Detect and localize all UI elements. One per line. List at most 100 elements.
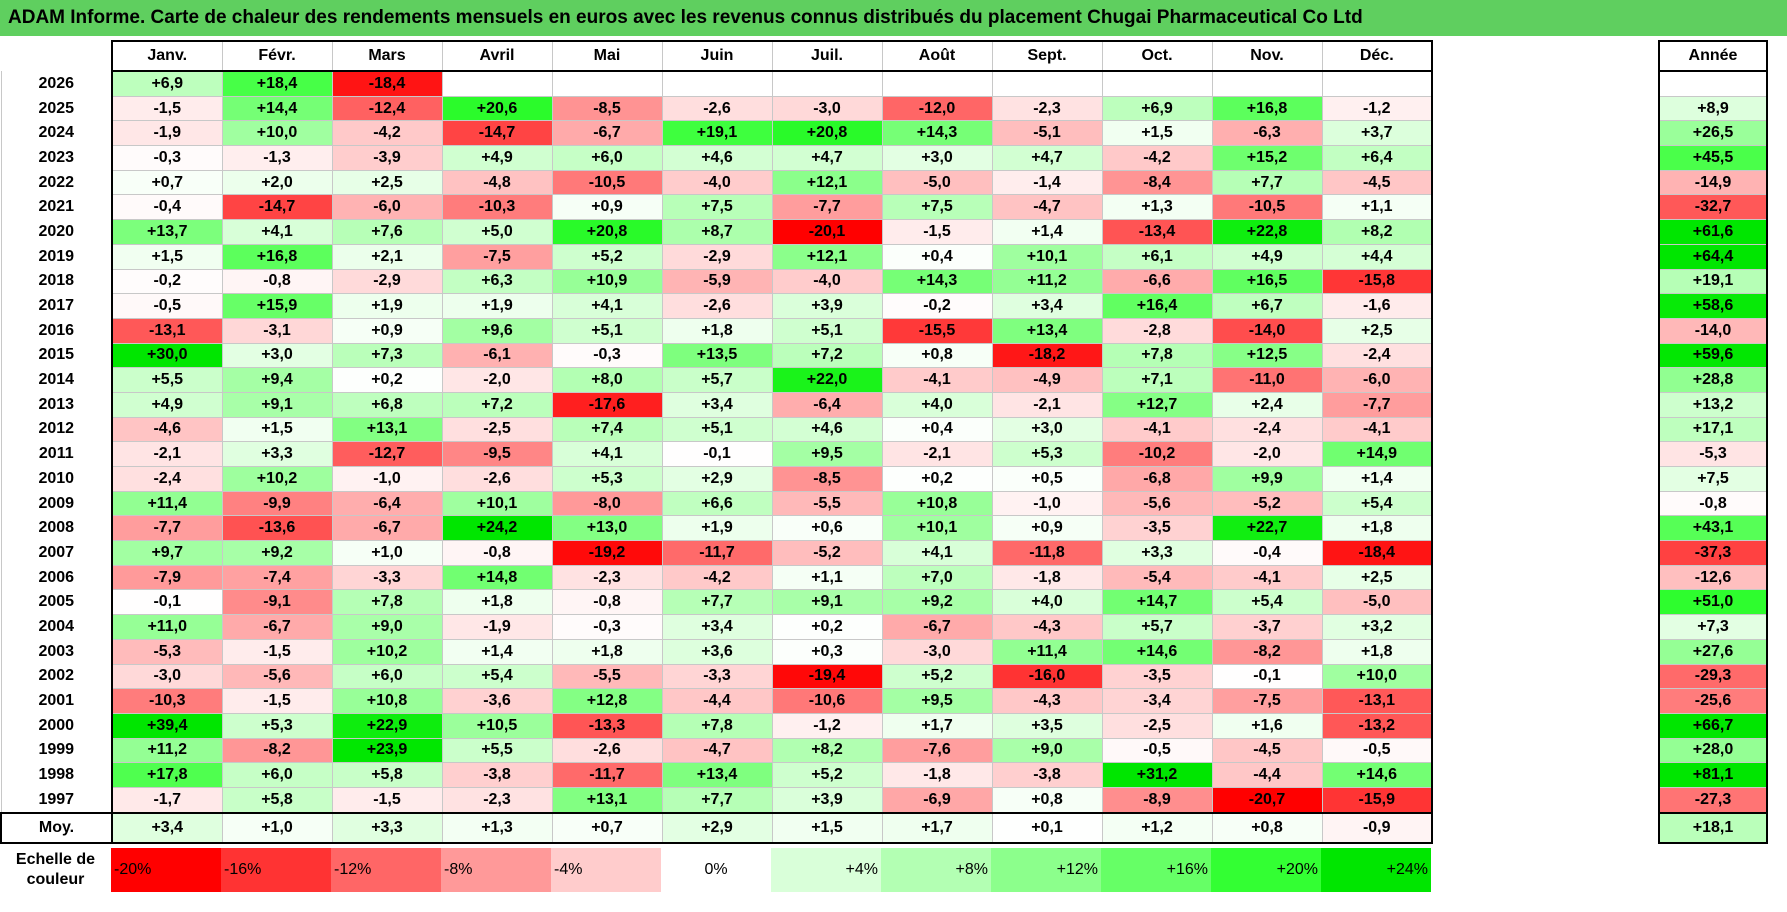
heatmap-cell: +0,2 [881, 466, 993, 492]
heatmap-cell: -2,6 [661, 293, 773, 319]
heatmap-cell: -2,4 [1321, 342, 1433, 369]
heatmap-cell: -2,0 [1211, 441, 1323, 467]
heatmap-cell: +14,6 [1101, 638, 1213, 665]
heatmap-cell: -3,6 [441, 688, 553, 714]
heatmap-cell: -4,7 [991, 194, 1103, 221]
heatmap-cell: +13,1 [551, 786, 663, 814]
heatmap-cell: -11,7 [551, 762, 663, 788]
heatmap-cell: +5,2 [771, 762, 883, 788]
heatmap-cell: -6,0 [331, 194, 443, 221]
heatmap-cell: -2,5 [1101, 712, 1213, 739]
heatmap-cell: +10,1 [441, 490, 553, 517]
heatmap-cell: -6,6 [1101, 268, 1213, 295]
year-row: 2022 +0,7 +2,0 +2,5 -4,8 -10,5 -4,0 +12,1 -5,0 -1… [0, 169, 1433, 196]
heatmap-cell: +6,4 [1321, 145, 1433, 171]
heatmap-cell: -5,3 [111, 638, 223, 665]
heatmap-cell: +9,9 [1211, 466, 1323, 492]
heatmap-cell: +11,2 [111, 737, 223, 764]
heatmap-cell: +6,0 [551, 145, 663, 171]
year-row: 2020 +13,7 +4,1 +7,6 +5,0 +20,8 +8,7 -20,1 -1,5 +… [0, 219, 1433, 245]
heatmap-cell: -5,1 [991, 120, 1103, 147]
heatmap-cell: -3,9 [331, 145, 443, 171]
heatmap-cell: +2,4 [1211, 391, 1323, 418]
year-row: 2019 +1,5 +16,8 +2,1 -7,5 +5,2 -2,9 +12,1 +0,4 +1… [0, 243, 1433, 270]
year-row: 2018 -0,2 -0,8 -2,9 +6,3 +10,9 -5,9 -4,0 +14,3 +1… [0, 268, 1433, 295]
heatmap-cell: +11,2 [991, 268, 1103, 295]
heatmap-cell: +5,8 [331, 762, 443, 788]
heatmap-cell: -10,5 [551, 169, 663, 196]
heatmap-cell: -0,1 [661, 441, 773, 467]
heatmap-cell: +0,6 [771, 515, 883, 542]
heatmap-cell: -0,1 [1211, 663, 1323, 690]
annual-cell: +13,2 [1658, 391, 1768, 418]
heatmap-cell: +5,5 [111, 367, 223, 393]
heatmap-cell: -2,5 [441, 416, 553, 443]
heatmap-cell: +30,0 [111, 342, 223, 369]
heatmap-cell: -6,4 [771, 391, 883, 418]
year-row: 2016 -13,1 -3,1 +0,9 +9,6 +5,1 +1,8 +5,1 -15,5 +1… [0, 317, 1433, 344]
year-label: 2017 [0, 293, 112, 319]
year-label: 1998 [0, 762, 112, 788]
heatmap-cell: +3,5 [991, 712, 1103, 739]
heatmap-cell: +9,5 [771, 441, 883, 467]
heatmap-cell: -3,0 [111, 663, 223, 690]
heatmap-cell: +1,1 [771, 564, 883, 591]
year-label: 2002 [0, 664, 112, 689]
heatmap-cell: +14,8 [441, 564, 553, 591]
heatmap-cell: -8,9 [1101, 786, 1213, 814]
heatmap-cell: -7,6 [881, 737, 993, 764]
month-header-5: Mai [551, 40, 663, 72]
color-scale-legend: Echelle de couleur -20% -16% -12% -8% -4% 0% +… [0, 848, 1431, 892]
heatmap-cell: +0,8 [991, 786, 1103, 814]
heatmap-cell: -1,5 [881, 219, 993, 245]
heatmap-cell: +3,9 [771, 786, 883, 814]
heatmap-cell: +1,4 [991, 219, 1103, 245]
heatmap-cell: -12,4 [331, 95, 443, 122]
heatmap-cell: +20,8 [551, 219, 663, 245]
heatmap-cell: -6,1 [441, 342, 553, 369]
heatmap-cell: +2,0 [221, 169, 333, 196]
heatmap-cell: +0,9 [991, 515, 1103, 542]
average-cell: -0,9 [1321, 811, 1433, 844]
heatmap-cell: -1,6 [1321, 293, 1433, 319]
heatmap-cell: +5,2 [551, 243, 663, 270]
heatmap-cell: +16,4 [1101, 293, 1213, 319]
heatmap-cell: -0,5 [1101, 737, 1213, 764]
annual-cell: +27,6 [1658, 638, 1768, 665]
average-cell: +0,8 [1211, 811, 1323, 844]
heatmap-cell: -0,5 [1321, 737, 1433, 764]
heatmap-cell: +3,4 [991, 293, 1103, 319]
heatmap-cell: +7,0 [881, 564, 993, 591]
heatmap-cell: -6,0 [1321, 367, 1433, 393]
heatmap-cell: -8,2 [1211, 638, 1323, 665]
heatmap-cell: -5,2 [771, 540, 883, 566]
heatmap-cell: +12,1 [771, 169, 883, 196]
annual-cell: +61,6 [1658, 219, 1768, 245]
annual-cell: +7,3 [1658, 614, 1768, 640]
annual-body: +8,9 +26,5 +45,5 -14,9 -32,7 +61,6 +64,4 +19,1 +… [1658, 70, 1768, 844]
heatmap-cell: +19,1 [661, 120, 773, 147]
year-row: 2010 -2,4 +10,2 -1,0 -2,6 +5,3 +2,9 -8,5 +0,2 +0,… [0, 466, 1433, 492]
heatmap-cell: +3,6 [661, 638, 773, 665]
heatmap-cell: +1,8 [1321, 638, 1433, 665]
heatmap-cell: -0,8 [221, 268, 333, 295]
annual-cell: +17,1 [1658, 416, 1768, 443]
heatmap-cell: -20,7 [1211, 786, 1323, 814]
heatmap-cell: +5,8 [221, 786, 333, 814]
year-label: 2024 [0, 120, 112, 146]
annual-cell: -0,8 [1658, 490, 1768, 517]
year-label: 2005 [0, 589, 112, 615]
heatmap-cell: +12,5 [1211, 342, 1323, 369]
heatmap-cell: -12,7 [331, 441, 443, 467]
heatmap-cell: +2,5 [1321, 564, 1433, 591]
heatmap-cell: +0,3 [771, 638, 883, 665]
color-scale-swatch: +12% [991, 848, 1101, 892]
heatmap-cell: +1,5 [221, 416, 333, 443]
heatmap-cell: -0,3 [551, 614, 663, 640]
color-scale-swatch: -8% [441, 848, 551, 892]
heatmap-cell: -2,3 [991, 95, 1103, 122]
heatmap-cell: -10,5 [1211, 194, 1323, 221]
heatmap-cell: -2,9 [661, 243, 773, 270]
heatmap-cell: +18,4 [221, 70, 333, 97]
heatmap-cell: -6,9 [881, 786, 993, 814]
